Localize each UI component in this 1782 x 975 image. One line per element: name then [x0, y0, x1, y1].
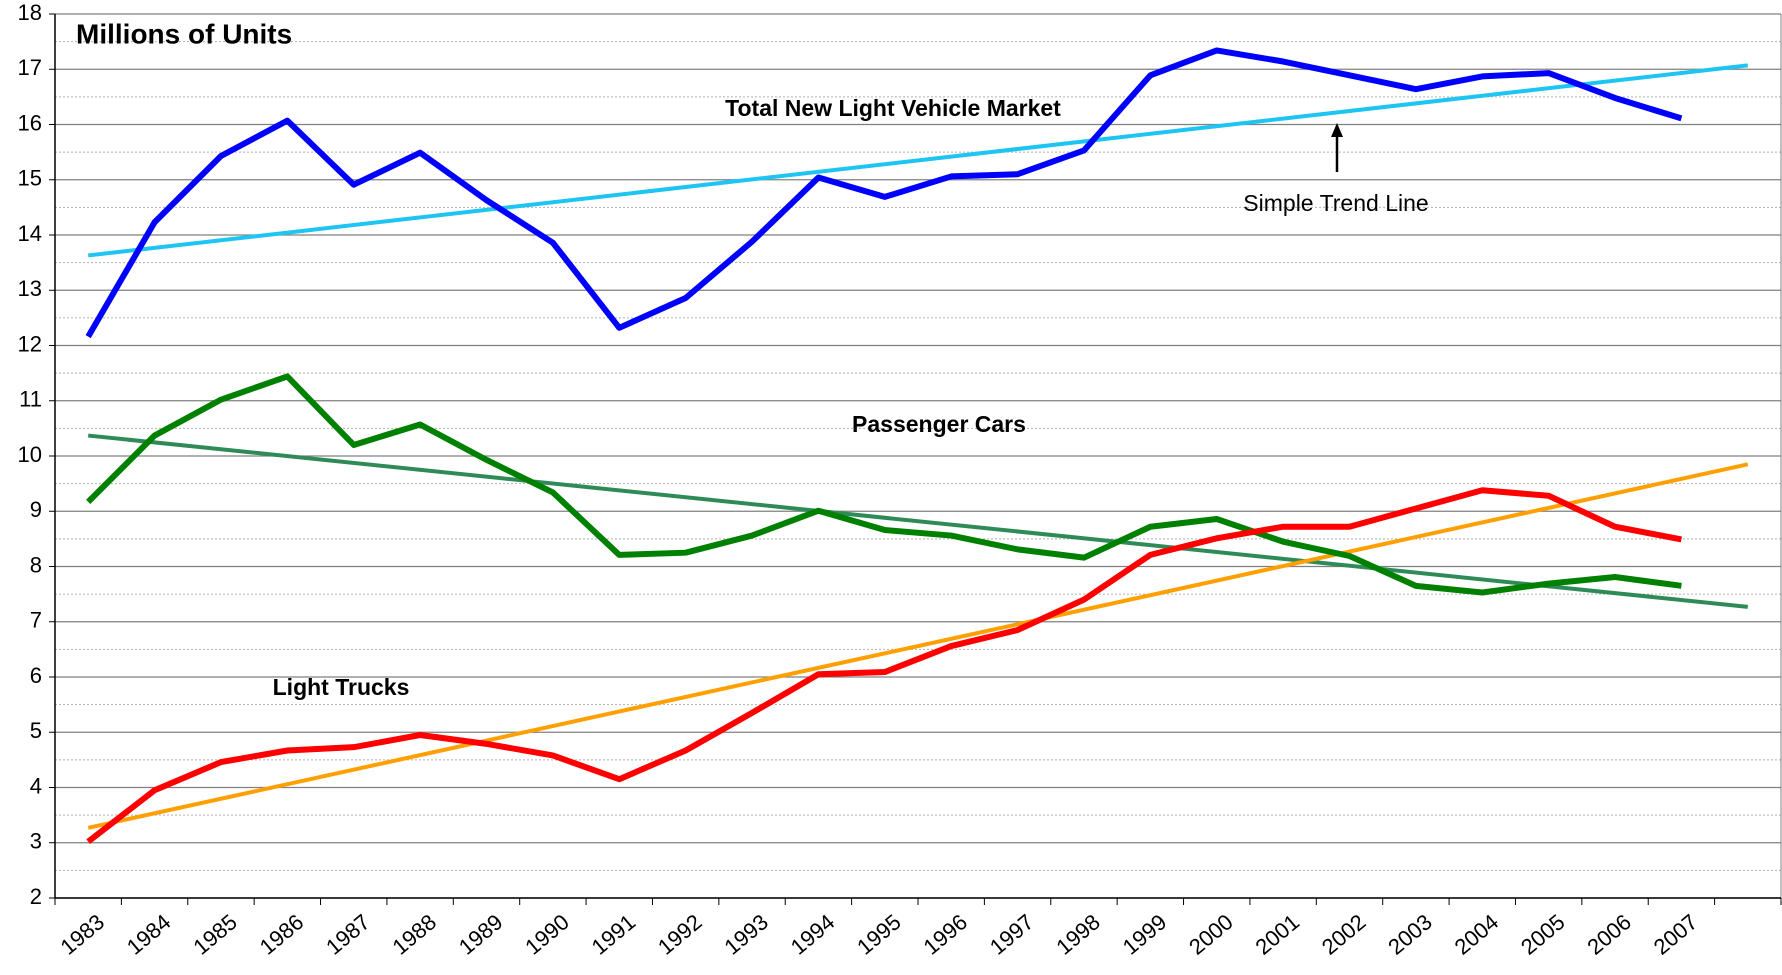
trend-annotation: Simple Trend Line — [1243, 190, 1428, 216]
y-tick-label: 4 — [30, 773, 42, 798]
y-tick-label: 18 — [18, 0, 42, 25]
trend-line — [87, 63, 1749, 258]
series-label: Light Trucks — [273, 674, 410, 700]
y-tick-label: 17 — [18, 55, 42, 80]
y-tick-label: 6 — [30, 663, 42, 688]
series-line — [86, 373, 1682, 596]
series-label: Passenger Cars — [852, 411, 1026, 437]
y-tick-label: 14 — [18, 221, 42, 246]
y-tick-label: 16 — [18, 110, 42, 135]
y-tick-label: 5 — [30, 718, 42, 743]
y-tick-label: 13 — [18, 276, 42, 301]
y-tick-label: 8 — [30, 552, 42, 577]
trend-line — [87, 433, 1749, 609]
y-tick-label: 7 — [30, 608, 42, 633]
trend-line — [87, 462, 1749, 830]
series-label: Total New Light Vehicle Market — [725, 95, 1061, 121]
y-tick-label: 10 — [18, 442, 42, 467]
y-tick-label: 15 — [18, 166, 42, 191]
series-line — [86, 487, 1682, 845]
y-tick-label: 11 — [19, 387, 42, 412]
series-line — [85, 47, 1683, 339]
y-tick-label: 3 — [30, 829, 42, 854]
y-tick-label: 9 — [30, 497, 42, 522]
y-tick-label: 2 — [30, 884, 42, 909]
y-axis-title: Millions of Units — [76, 18, 292, 49]
annotation-arrowhead — [1331, 123, 1343, 137]
y-tick-label: 12 — [18, 331, 42, 356]
